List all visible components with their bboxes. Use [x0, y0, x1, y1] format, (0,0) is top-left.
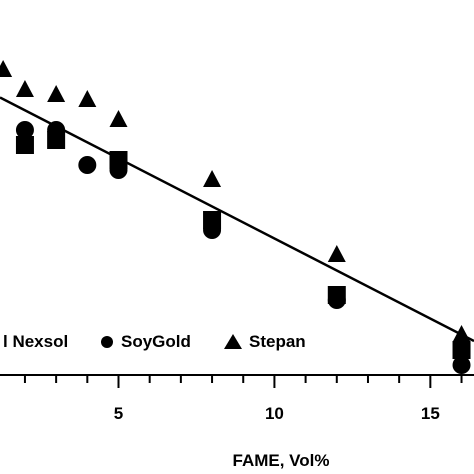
x-tick-label-5: 5: [114, 404, 123, 423]
marker-stepan-7: [452, 325, 471, 342]
marker-soygold-2: [78, 156, 97, 174]
marker-stepan-6: [327, 245, 346, 262]
marker-soygold-1: [47, 121, 66, 139]
legend-label-soygold: SoyGold: [121, 332, 191, 351]
marker-soygold-3: [109, 161, 128, 179]
x-tick-label-15: 15: [421, 404, 440, 423]
x-axis-ticks: 5 10 15: [23, 375, 463, 423]
marker-soygold-4: [203, 221, 222, 239]
marker-stepan-0: [0, 60, 13, 77]
x-axis-title: FAME, Vol%: [233, 451, 330, 470]
marker-nexsol-5: [452, 341, 471, 359]
x-tick-label-10: 10: [265, 404, 284, 423]
marker-soygold-0: [15, 121, 34, 139]
trendline: [0, 96, 474, 343]
markers-layer: [0, 60, 471, 374]
legend-label-stepan: Stepan: [249, 332, 306, 351]
legend-marker-soygold: [101, 336, 113, 348]
legend-marker-stepan: [224, 334, 242, 349]
marker-soygold-5: [327, 291, 346, 309]
marker-nexsol-0: [15, 136, 34, 154]
marker-stepan-4: [109, 110, 128, 127]
legend-label-nexsol: l Nexsol: [3, 332, 68, 351]
marker-stepan-2: [47, 85, 66, 102]
trendline-layer: [0, 96, 474, 343]
legend: l Nexsol SoyGold Stepan: [3, 332, 306, 351]
marker-stepan-5: [203, 170, 222, 187]
marker-stepan-3: [78, 90, 97, 107]
marker-stepan-1: [15, 80, 34, 97]
marker-soygold-6: [452, 356, 471, 374]
